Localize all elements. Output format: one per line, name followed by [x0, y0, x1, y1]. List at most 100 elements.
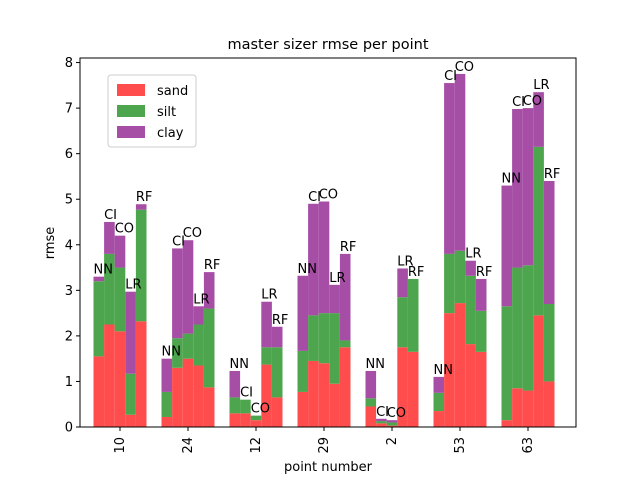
bar-silt-53-co: [454, 250, 466, 304]
bar-label-2-rf: RF: [408, 265, 425, 280]
bar-sand-63-rf: [543, 381, 555, 427]
bar-clay-63-ci: [512, 109, 523, 268]
bar-sand-24-ci: [172, 367, 183, 427]
bar-label-29-nn: NN: [298, 262, 317, 277]
x-tick-label: 12: [249, 437, 264, 454]
bar-clay-53-lr: [465, 260, 476, 276]
bar-clay-53-ci: [444, 83, 455, 254]
bar-label-12-ci: CI: [240, 386, 253, 401]
bar-silt-2-rf: [407, 278, 419, 352]
bar-silt-24-ci: [172, 338, 183, 368]
bar-silt-12-ci: [240, 399, 251, 414]
x-axis: 10 24 12 29 2 53 63: [113, 427, 536, 454]
y-axis-label: rmse: [43, 227, 58, 260]
bar-sand-63-ci: [512, 388, 523, 427]
bar-clay-10-nn: [93, 276, 105, 282]
bar-sand-29-nn: [297, 391, 309, 427]
bar-sand-29-co: [318, 363, 330, 427]
bar-sand-2-rf: [407, 351, 419, 427]
bar-clay-24-co: [182, 240, 194, 334]
bar-silt-29-rf: [339, 340, 351, 348]
bar-label-53-nn: NN: [434, 363, 453, 378]
x-tick-label: 10: [113, 437, 128, 454]
bar-label-10-lr: LR: [125, 278, 141, 293]
bar-clay-63-nn: [501, 185, 513, 307]
bar-label-29-lr: LR: [329, 271, 345, 286]
bar-label-10-ci: CI: [104, 208, 117, 223]
bar-silt-10-co: [114, 267, 126, 332]
legend: sand silt clay: [107, 74, 197, 148]
bar-sand-29-ci: [308, 360, 319, 427]
bar-clay-29-nn: [297, 275, 309, 351]
bar-silt-53-nn: [433, 392, 445, 412]
bar-silt-53-lr: [465, 275, 476, 345]
legend-swatch-silt: [117, 105, 145, 117]
bar-silt-29-nn: [297, 350, 309, 392]
bar-clay-24-nn: [161, 358, 173, 392]
bar-sand-63-lr: [533, 315, 544, 427]
bar-silt-12-lr: [261, 347, 272, 365]
bar-silt-63-rf: [543, 304, 555, 382]
bar-label-2-co: CO: [387, 406, 406, 421]
bar-label-12-rf: RF: [272, 313, 289, 328]
bar-silt-24-nn: [161, 391, 173, 417]
bar-sand-2-co: [386, 425, 398, 427]
bar-label-53-lr: LR: [465, 247, 481, 262]
bar-silt-2-nn: [365, 398, 377, 407]
bar-silt-29-co: [318, 313, 330, 364]
y-tick-label: 5: [65, 193, 73, 208]
bar-sand-10-rf: [135, 321, 147, 427]
bar-sand-24-co: [182, 358, 194, 427]
bar-label-63-co: CO: [523, 94, 542, 109]
bar-silt-29-lr: [329, 313, 340, 384]
x-tick-label: 2: [385, 437, 400, 445]
y-tick-label: 0: [65, 421, 73, 436]
bar-clay-63-rf: [543, 181, 555, 304]
chart-title: master sizer rmse per point: [227, 37, 428, 53]
legend-swatch-clay: [117, 126, 145, 138]
bar-clay-10-rf: [135, 204, 147, 210]
bar-label-10-rf: RF: [136, 190, 153, 205]
x-tick-label: 63: [521, 437, 536, 454]
bar-sand-12-ci: [240, 413, 251, 427]
bar-silt-2-lr: [397, 297, 408, 348]
legend-label-silt: silt: [157, 105, 176, 120]
bar-label-12-lr: LR: [261, 288, 277, 303]
bar-clay-2-co: [386, 420, 398, 423]
bar-clay-29-ci: [308, 203, 319, 316]
bar-silt-10-lr: [125, 373, 136, 415]
bar-silt-53-rf: [475, 310, 487, 352]
bar-sand-10-ci: [104, 324, 115, 427]
bar-clay-10-co: [114, 235, 126, 268]
y-axis: 0 1 2 3 4 5 6 7 8: [65, 56, 80, 436]
bar-label-53-rf: RF: [476, 265, 493, 280]
y-tick-label: 6: [65, 147, 73, 162]
bar-silt-10-ci: [104, 253, 115, 325]
bar-sand-53-co: [454, 303, 466, 427]
bar-clay-24-rf: [203, 272, 215, 309]
y-tick-label: 1: [65, 375, 73, 390]
y-tick-label: 7: [65, 102, 73, 117]
bar-silt-12-nn: [229, 397, 241, 414]
bar-label-53-ci: CI: [444, 69, 457, 84]
bar-label-24-co: CO: [183, 226, 202, 241]
bar-clay-2-nn: [365, 370, 377, 399]
bar-label-12-co: CO: [251, 402, 270, 417]
y-tick-label: 8: [65, 56, 73, 71]
bar-label-2-lr: LR: [397, 254, 413, 269]
y-tick-label: 4: [65, 238, 73, 253]
bar-clay-12-lr: [261, 301, 272, 348]
bar-clay-53-nn: [433, 376, 445, 393]
bar-labels-layer: NNCICOLRRFNNCICOLRRFNNCICOLRRFNNCICOLRRF…: [94, 60, 561, 421]
legend-label-clay: clay: [157, 126, 184, 141]
bar-sand-12-co: [250, 420, 262, 427]
bar-sand-12-lr: [261, 364, 272, 427]
bar-sand-24-rf: [203, 387, 215, 427]
bar-clay-10-ci: [104, 222, 115, 254]
bar-label-24-rf: RF: [204, 258, 221, 273]
bar-label-2-ci: CI: [376, 405, 389, 420]
bar-label-12-nn: NN: [230, 357, 249, 372]
bar-sand-12-rf: [271, 397, 283, 427]
bar-silt-24-co: [182, 333, 194, 359]
